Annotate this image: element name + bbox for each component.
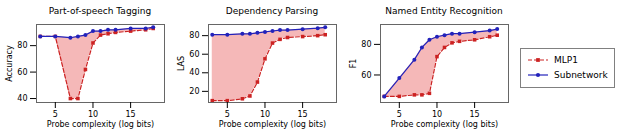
svg-text:Probe complexity (log bits): Probe complexity (log bits)	[219, 120, 326, 129]
svg-text:5: 5	[225, 110, 230, 119]
svg-text:10: 10	[432, 110, 442, 119]
html-text:Subnetwork: Subnetwork	[554, 70, 608, 80]
html-text:Part-of-speech Tagging: Part-of-speech Tagging	[48, 6, 152, 16]
svg-text:F1: F1	[349, 59, 358, 69]
svg-text:10: 10	[88, 110, 98, 119]
svg-text:80: 80	[361, 40, 371, 49]
html-text:Named Entity Recognition: Named Entity Recognition	[385, 6, 503, 16]
html-text:MLP1: MLP1	[554, 55, 578, 65]
svg-text:Accuracy: Accuracy	[5, 45, 14, 82]
svg-text:Probe complexity (log bits): Probe complexity (log bits)	[47, 120, 154, 129]
svg-text:80: 80	[17, 41, 27, 50]
svg-text:60: 60	[189, 50, 199, 59]
svg-text:15: 15	[470, 110, 480, 119]
svg-text:Probe complexity (log bits): Probe complexity (log bits)	[391, 120, 498, 129]
svg-text:15: 15	[126, 110, 136, 119]
svg-text:5: 5	[53, 110, 58, 119]
html-text:Dependency Parsing: Dependency Parsing	[225, 6, 319, 16]
svg-text:10: 10	[260, 110, 270, 119]
svg-text:40: 40	[17, 94, 27, 103]
svg-text:80: 80	[189, 31, 199, 40]
svg-text:60: 60	[361, 71, 371, 80]
svg-text:5: 5	[397, 110, 402, 119]
svg-text:LAS: LAS	[177, 56, 186, 71]
svg-text:20: 20	[189, 87, 199, 96]
svg-text:15: 15	[298, 110, 308, 119]
svg-text:40: 40	[189, 68, 199, 77]
svg-text:60: 60	[17, 68, 27, 77]
